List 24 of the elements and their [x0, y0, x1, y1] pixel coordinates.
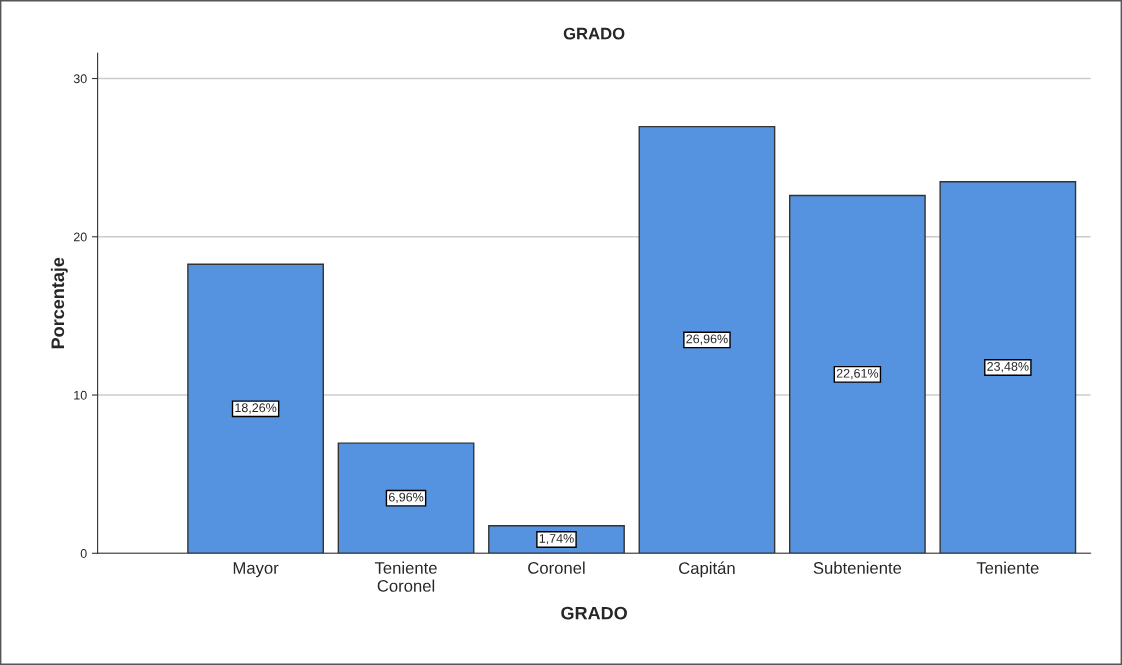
y-tick-label: 10 — [74, 390, 87, 400]
data-label: 18,26% — [235, 403, 277, 414]
x-tick-label: Subteniente — [813, 561, 902, 574]
bar — [337, 442, 475, 554]
y-tick-label: 20 — [73, 232, 87, 242]
x-tick-label: Coronel — [528, 561, 585, 574]
x-axis-title: GRADO — [561, 606, 627, 620]
bar — [939, 181, 1077, 554]
chart-title: GRADO — [563, 27, 625, 40]
y-axis-title: Porcentaje — [50, 257, 68, 349]
x-tick-label: Teniente — [976, 561, 1039, 574]
data-label: 26,96% — [686, 334, 728, 345]
bar — [788, 194, 926, 554]
y-tick-label: 0 — [80, 549, 87, 558]
data-label: 23,48% — [987, 361, 1029, 373]
data-label: 6,96% — [388, 492, 424, 504]
bar — [638, 125, 776, 554]
y-tick-label: 30 — [73, 74, 87, 84]
x-tick-label: Mayor — [233, 562, 279, 578]
x-tick-label: Teniente Coronel — [374, 561, 437, 592]
bar — [187, 263, 324, 554]
data-label: 22,61% — [836, 368, 879, 380]
data-label: 1,74% — [539, 534, 574, 545]
x-tick-label: Capitán — [679, 561, 735, 578]
